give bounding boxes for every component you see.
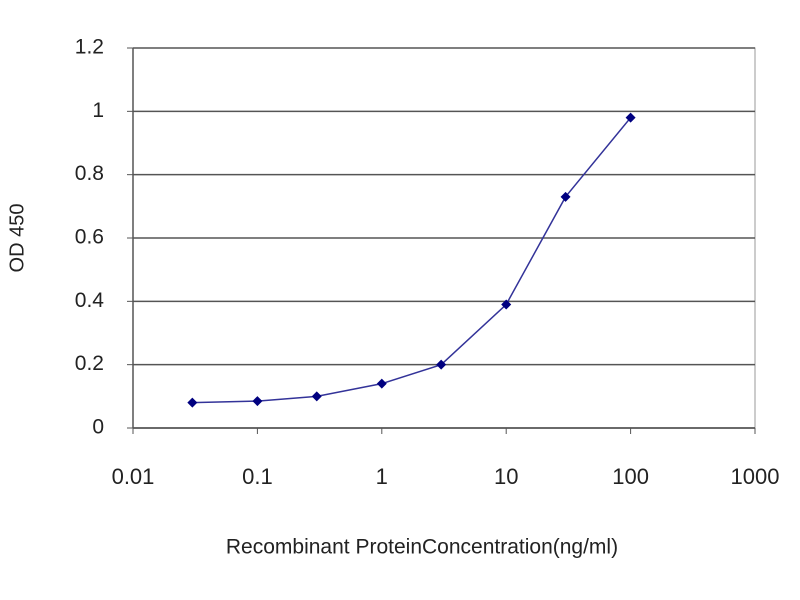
y-tick-label: 0.2 bbox=[75, 352, 104, 375]
x-tick-label: 0.01 bbox=[112, 464, 155, 489]
x-tick-label: 10 bbox=[494, 464, 518, 489]
data-point bbox=[311, 391, 322, 402]
data-point bbox=[376, 378, 387, 389]
y-tick-label: 1.2 bbox=[75, 36, 104, 59]
x-axis-label: Recombinant ProteinConcentration(ng/ml) bbox=[226, 536, 618, 559]
y-tick-label: 0.8 bbox=[75, 162, 104, 185]
data-point bbox=[560, 191, 571, 202]
data-point bbox=[252, 396, 263, 407]
y-tick-label: 0.4 bbox=[75, 289, 105, 312]
y-tick-label: 0 bbox=[92, 416, 104, 439]
y-tick-label: 0.6 bbox=[75, 226, 104, 249]
data-point bbox=[625, 112, 636, 123]
data-point bbox=[501, 299, 512, 310]
x-tick-label: 1000 bbox=[731, 464, 780, 489]
data-point bbox=[187, 397, 198, 408]
data-line bbox=[192, 117, 632, 404]
x-tick-label: 0.1 bbox=[242, 464, 273, 489]
y-axis-label: OD 450 bbox=[6, 204, 28, 273]
data-point bbox=[436, 359, 447, 370]
x-tick-label: 1 bbox=[376, 464, 388, 489]
x-tick-label: 100 bbox=[612, 464, 649, 489]
y-tick-label: 1 bbox=[92, 99, 104, 122]
